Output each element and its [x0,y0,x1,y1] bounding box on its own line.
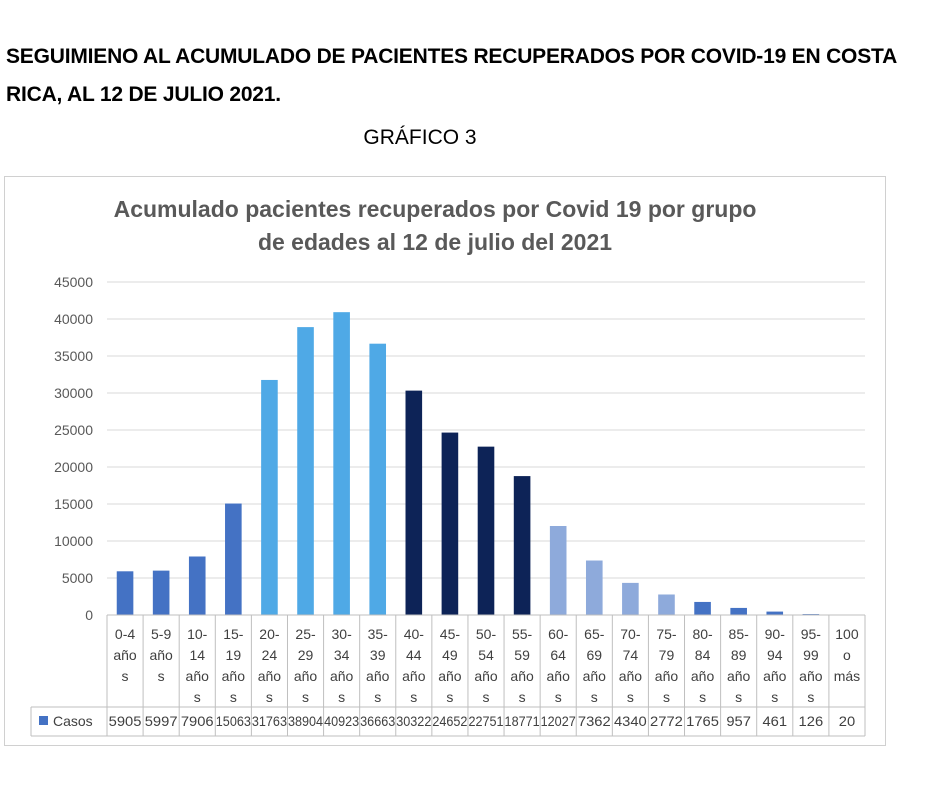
data-label: 12027 [541,713,576,729]
category-label: 25-29 año s [294,626,318,705]
bar [188,556,206,615]
category-label: 30-34 año s [330,626,354,705]
category-label: 80-84 año s [691,626,715,705]
chart-container: Acumulado pacientes recuperados por Covi… [4,176,886,746]
category-label: 85-89 año s [727,626,751,705]
y-tick-label: 5000 [62,570,93,586]
data-label: 7906 [181,713,214,729]
data-label: 38904 [288,713,323,729]
bar [477,446,495,615]
category-label: 70-74 año s [619,626,643,705]
bar [116,571,134,615]
document-title: SEGUIMIENO AL ACUMULADO DE PACIENTES REC… [6,45,897,106]
category-label: 95-99 año s [799,626,823,705]
y-tick-label: 20000 [54,459,93,475]
data-label: 7362 [578,713,611,729]
data-label: 957 [726,713,751,729]
data-label: 36663 [360,713,395,729]
data-label: 22751 [468,713,503,729]
data-label: 2772 [650,713,683,729]
y-tick-label: 30000 [54,385,93,401]
data-label: 4340 [614,713,647,729]
bar [225,503,242,615]
y-tick-label: 35000 [54,348,93,364]
data-label: 461 [762,713,787,729]
bar [585,560,603,615]
data-label: 40923 [324,713,359,729]
bar [730,607,747,615]
bar [658,594,675,615]
category-label: 55-59 año s [510,626,534,705]
chart-title-line-2: de edades al 12 de julio del 2021 [257,229,613,255]
figure-number: GRÁFICO 3 [363,126,477,149]
category-label: 75-79 año s [655,626,679,705]
data-label: 5905 [109,713,142,729]
data-label: 15063 [216,713,251,729]
data-label: 5997 [145,713,178,729]
bar [152,570,170,615]
bar [405,390,423,615]
category-label: 65-69 año s [583,626,607,705]
data-label: 24652 [432,713,467,729]
y-tick-label: 15000 [54,496,93,512]
category-label: 45-49 año s [438,626,462,705]
bar [513,476,531,615]
y-tick-label: 45000 [54,274,93,290]
category-label: 40-44 año s [402,626,426,705]
category-label: 60-64 año s [547,626,571,705]
legend-label: Casos [53,713,93,729]
category-label: 100 o más [834,626,860,684]
bar [441,432,459,615]
y-tick-label: 25000 [54,422,93,438]
data-label: 1765 [686,713,719,729]
bar-chart: 0 5000 10000 15000 20000 25000 30000 35000 40000… [30,274,866,737]
bar [261,379,278,615]
bar [549,526,567,615]
category-label: 35-39 año s [366,626,390,705]
data-label: 126 [799,713,824,729]
data-label: 30322 [396,713,431,729]
legend-key [39,716,48,725]
category-label: 50-54 año s [474,626,498,705]
bar [297,327,314,615]
category-label: 5-9 año s [149,626,173,684]
chart-title-line-1: Acumulado pacientes recuperados por Covi… [113,196,757,222]
category-label: 10-14 año s [186,626,210,705]
y-tick-label: 40000 [54,311,93,327]
data-label: 18771 [505,713,540,729]
y-tick-label: 0 [85,607,93,623]
chart-title: Acumulado pacientes recuperados por Covi… [5,193,865,259]
bar [369,343,387,615]
y-tick-label: 10000 [54,533,93,549]
bar [694,601,711,615]
bar [333,312,350,615]
data-label: 20 [839,713,856,729]
category-label: 20-24 año s [258,626,282,705]
category-label: 90-94 año s [763,626,787,705]
bar [622,582,639,615]
data-label: 31763 [252,713,287,729]
bar [766,611,784,615]
category-label: 15-19 año s [222,626,246,705]
category-label: 0-4 año s [113,626,137,684]
